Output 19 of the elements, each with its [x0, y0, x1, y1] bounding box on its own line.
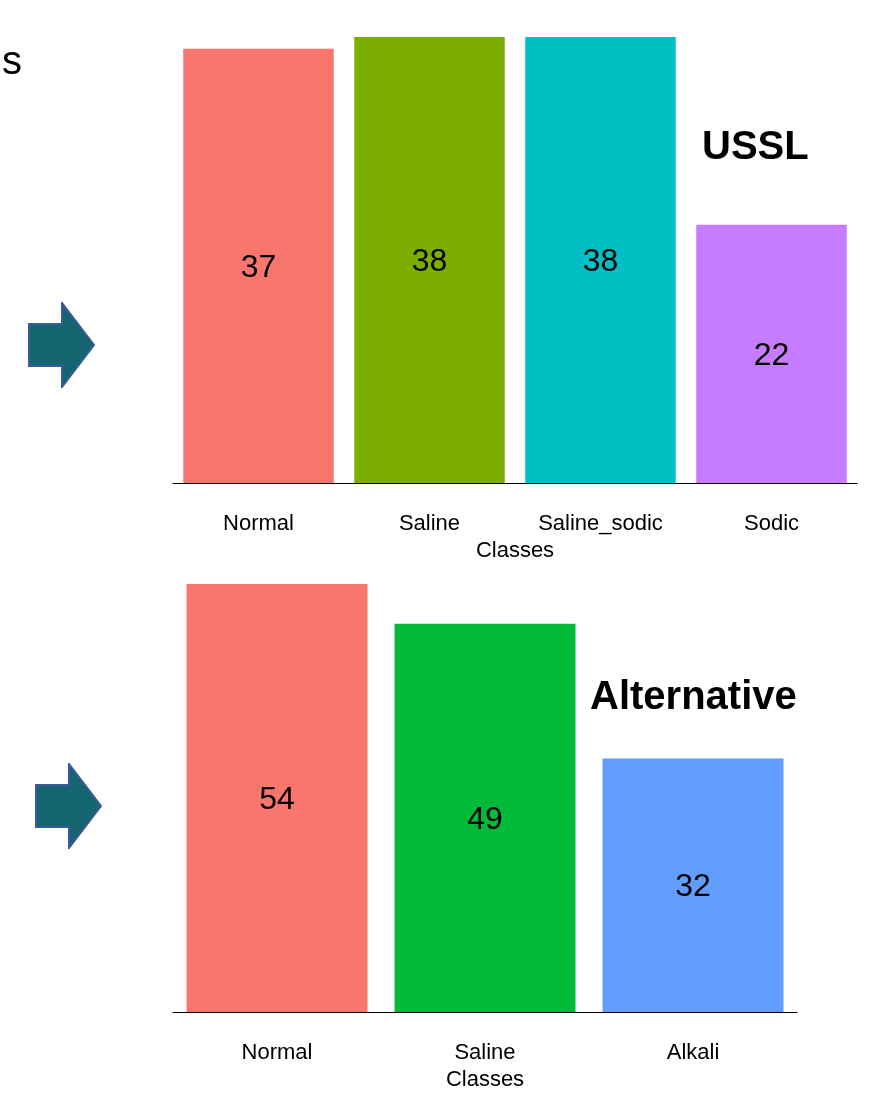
- x-axis-title: Classes: [475, 536, 555, 562]
- x-tick-label: Alkali: [666, 1038, 720, 1064]
- data-label: 54: [259, 780, 295, 817]
- data-label: 38: [411, 242, 448, 279]
- text: Alternative: [590, 673, 797, 717]
- text: USSL: [702, 123, 809, 167]
- text: s: [2, 38, 22, 83]
- data-label: 22: [753, 335, 790, 372]
- x-axis-title: Classes: [445, 1065, 525, 1091]
- data-label: 32: [675, 867, 711, 904]
- x-tick-label: Saline: [454, 1038, 516, 1064]
- x-tick-label: Normal: [223, 509, 294, 535]
- x-tick-label: Saline: [398, 509, 461, 535]
- data-label: 38: [582, 242, 619, 279]
- x-tick-label: Saline_sodic: [538, 509, 663, 535]
- x-tick-label: Sodic: [743, 509, 800, 535]
- data-label: 37: [240, 247, 277, 284]
- x-tick-label: Normal: [241, 1038, 313, 1064]
- data-label: 49: [467, 799, 503, 836]
